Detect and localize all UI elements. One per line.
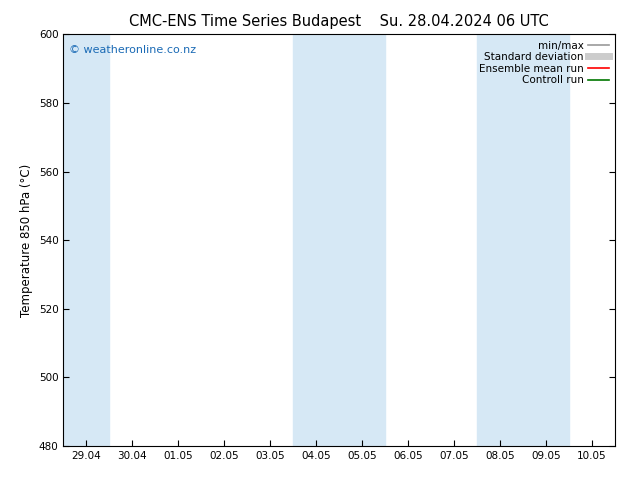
Text: © weatheronline.co.nz: © weatheronline.co.nz bbox=[69, 45, 196, 54]
Bar bbox=[63, 34, 110, 446]
Bar bbox=[293, 34, 385, 446]
Title: CMC-ENS Time Series Budapest    Su. 28.04.2024 06 UTC: CMC-ENS Time Series Budapest Su. 28.04.2… bbox=[129, 14, 549, 29]
Bar bbox=[477, 34, 569, 446]
Legend: min/max, Standard deviation, Ensemble mean run, Controll run: min/max, Standard deviation, Ensemble me… bbox=[475, 36, 613, 89]
Y-axis label: Temperature 850 hPa (°C): Temperature 850 hPa (°C) bbox=[20, 164, 33, 317]
